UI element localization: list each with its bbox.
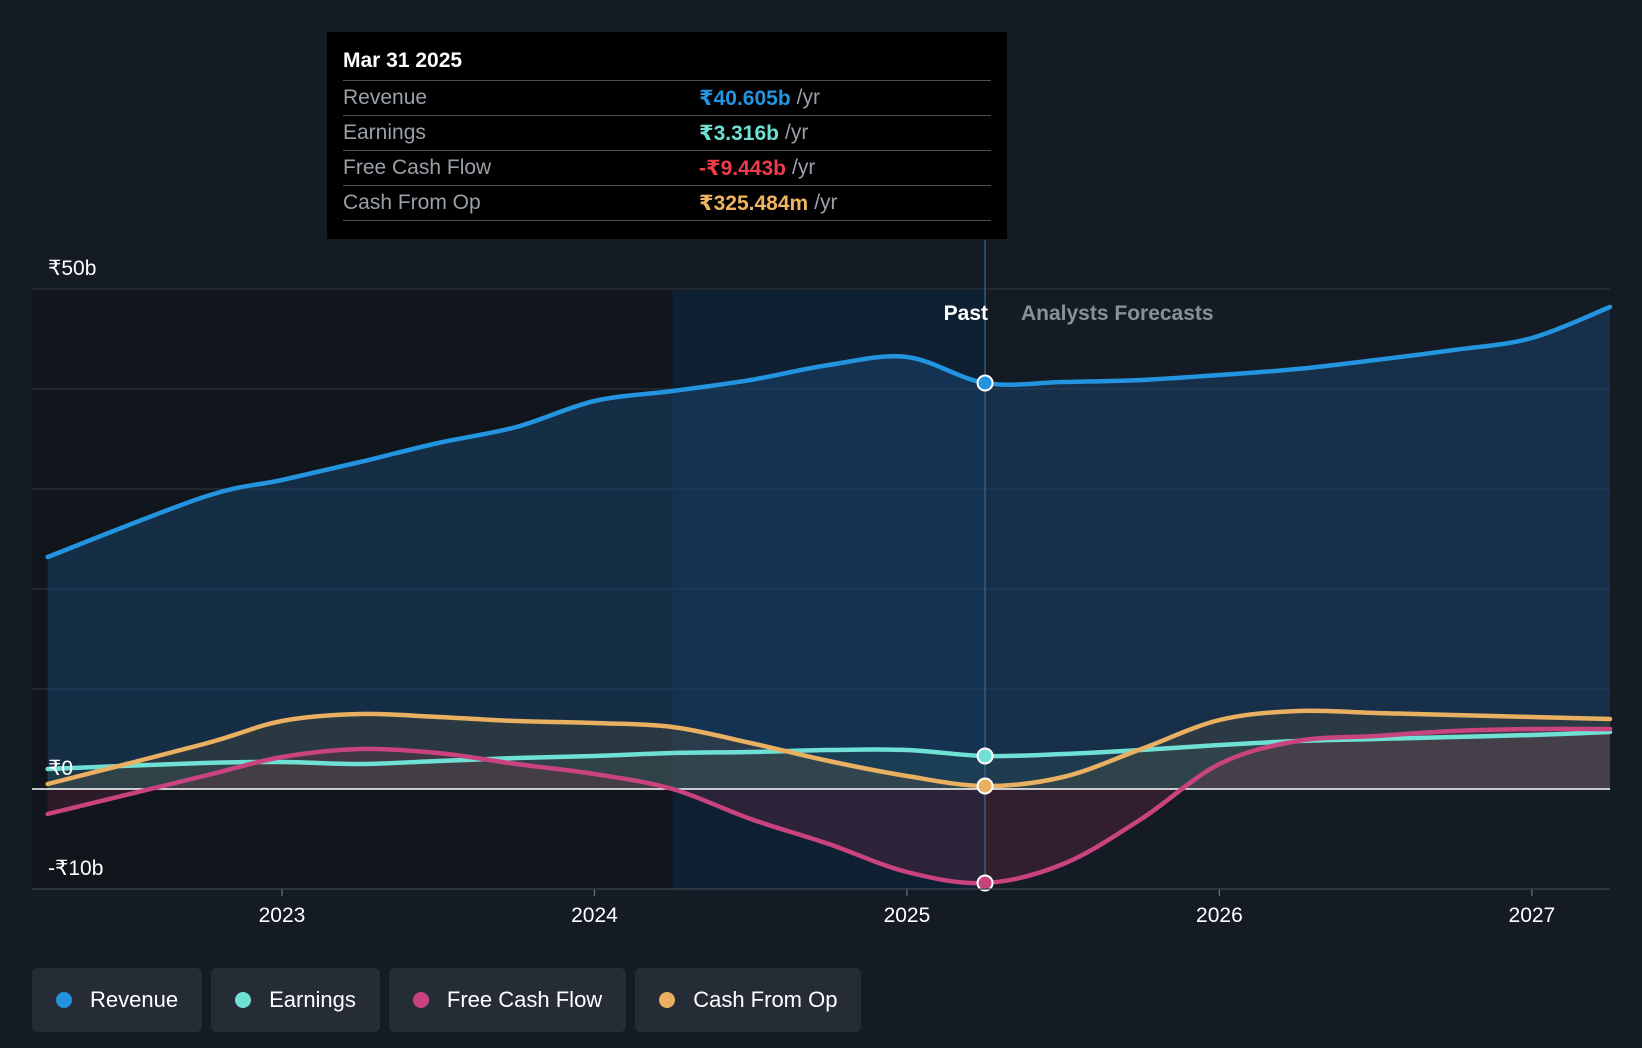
area-revenue bbox=[47, 307, 1610, 789]
forecast-label: Analysts Forecasts bbox=[1021, 302, 1214, 325]
line-earnings bbox=[45, 729, 1613, 772]
legend-dot-icon bbox=[412, 992, 429, 1008]
line-revenue bbox=[45, 304, 1613, 560]
tooltip-row: Earnings ₹3.316b/yr bbox=[343, 115, 991, 150]
tooltip-row-value: ₹40.605b bbox=[699, 86, 791, 110]
marker-revenue bbox=[976, 374, 994, 392]
tooltip-row: Revenue ₹40.605b/yr bbox=[343, 80, 991, 115]
legend-label: Free Cash Flow bbox=[446, 987, 603, 1012]
tooltip-row-unit: /yr bbox=[791, 156, 816, 179]
legend-item-earnings[interactable]: Earnings bbox=[211, 968, 380, 1032]
y-tick-label: ₹0 bbox=[48, 757, 73, 780]
tooltip-row-label: Cash From Op bbox=[343, 191, 481, 214]
tooltip-row-value: ₹3.316b bbox=[699, 121, 779, 145]
legend-item-cash-from-op[interactable]: Cash From Op bbox=[635, 968, 862, 1032]
legend-item-revenue[interactable]: Revenue bbox=[32, 968, 203, 1032]
series-markers bbox=[976, 374, 994, 892]
tooltip-row-label: Revenue bbox=[343, 86, 428, 109]
tooltip-row-value: -₹9.443b bbox=[699, 156, 786, 180]
marker-earnings bbox=[976, 747, 994, 765]
legend-dot-icon bbox=[56, 992, 72, 1008]
x-tick-label: 2025 bbox=[884, 904, 931, 927]
marker-cash-from-op bbox=[976, 777, 994, 795]
line-free-cash-flow bbox=[45, 726, 1613, 886]
legend-dot-icon bbox=[659, 992, 676, 1008]
tooltip-row-value: ₹325.484m bbox=[699, 191, 809, 215]
tooltip-row-label: Free Cash Flow bbox=[343, 156, 492, 179]
tooltip: Mar 31 2025 Revenue ₹40.605b/yr Earnings ₹3… bbox=[327, 32, 1007, 239]
area-free-cash-flow bbox=[47, 728, 1610, 884]
legend: Revenue Earnings Free Cash Flow Cash From O… bbox=[32, 968, 862, 1032]
series-lines bbox=[45, 304, 1613, 886]
x-tick-label: 2026 bbox=[1196, 904, 1243, 927]
x-axis-labels: 2023 2024 2025 2026 2027 bbox=[32, 888, 1610, 927]
legend-label: Revenue bbox=[90, 987, 179, 1012]
y-tick-label: ₹50b bbox=[48, 257, 96, 280]
x-tick-label: 2027 bbox=[1509, 904, 1556, 927]
x-tick-label: 2023 bbox=[259, 904, 306, 927]
tooltip-row-label: Earnings bbox=[343, 121, 426, 144]
tooltip-row: Free Cash Flow -₹9.443b/yr bbox=[343, 150, 991, 185]
legend-label: Earnings bbox=[269, 987, 356, 1012]
tooltip-row-unit: /yr bbox=[796, 86, 820, 109]
legend-item-free-cash-flow[interactable]: Free Cash Flow bbox=[388, 968, 627, 1032]
area-cash-from-op bbox=[47, 710, 1610, 789]
line-cash-from-op bbox=[45, 708, 1613, 789]
legend-label: Cash From Op bbox=[693, 987, 838, 1012]
x-tick-label: 2024 bbox=[571, 904, 618, 927]
tooltip-row: Cash From Op ₹325.484m/yr bbox=[343, 185, 991, 221]
past-label: Past bbox=[944, 302, 988, 325]
y-axis-labels: ₹50b ₹0 -₹10b bbox=[48, 257, 103, 880]
tooltip-date: Mar 31 2025 bbox=[343, 49, 463, 72]
legend-dot-icon bbox=[235, 992, 252, 1008]
tooltip-row-unit: /yr bbox=[785, 121, 809, 144]
y-tick-label: -₹10b bbox=[48, 857, 103, 880]
tooltip-row-unit: /yr bbox=[814, 191, 838, 214]
marker-free-cash-flow bbox=[976, 874, 994, 892]
